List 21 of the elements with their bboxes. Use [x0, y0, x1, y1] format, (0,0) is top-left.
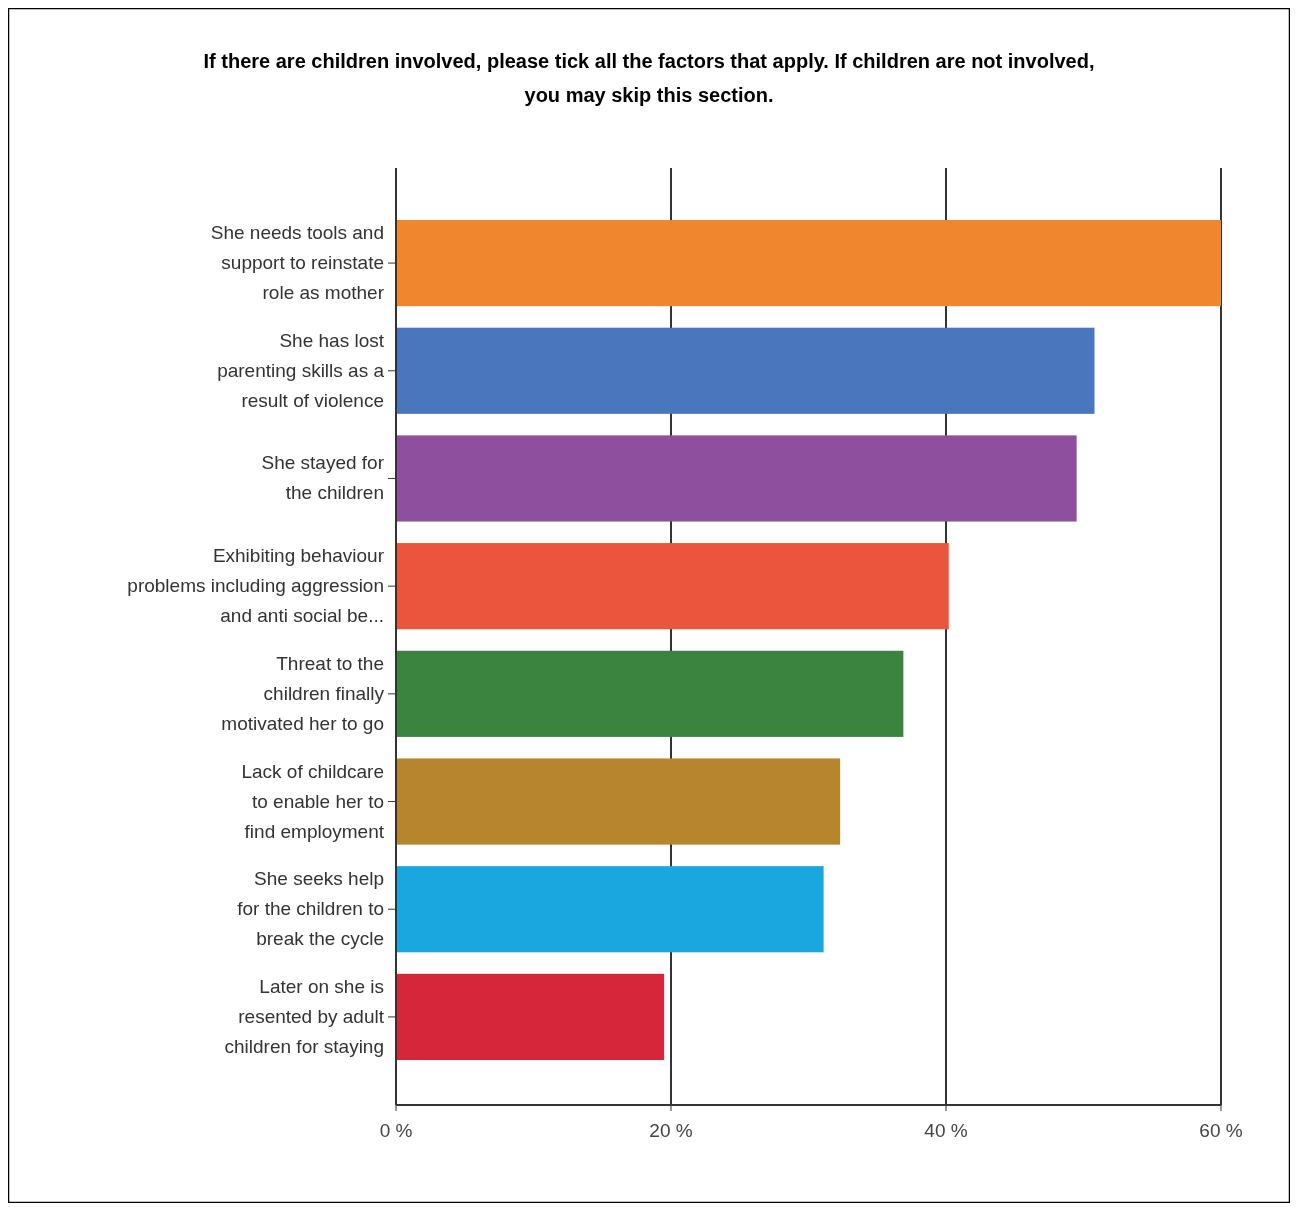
y-tick-label: Exhibiting behaviour problems including aggression and anti social be... — [127, 545, 385, 627]
bar — [396, 327, 1095, 414]
x-tick-label: 20 % — [649, 1120, 693, 1141]
bar — [396, 650, 904, 737]
y-tick-label: She has lost parenting skills as a result of violence — [217, 329, 385, 411]
y-tick-label: She seeks help for the children to break the cycle — [237, 868, 384, 950]
bar — [396, 220, 1221, 307]
bar — [396, 758, 841, 845]
y-tick-label: Lack of childcare to enable her to find employment — [241, 760, 385, 842]
bar — [396, 435, 1077, 522]
y-tick-label: She stayed for the children — [261, 452, 385, 504]
x-tick-label: 40 % — [924, 1120, 968, 1141]
chart-title: If there are children involved, please tick all the factors that apply. If children are not involved, you may skip this section. — [203, 50, 1095, 106]
bar — [396, 543, 949, 630]
bar — [396, 973, 665, 1060]
x-tick-label: 0 % — [379, 1120, 413, 1141]
y-tick-label: She needs tools and support to reinstate role as mother — [210, 222, 385, 304]
y-tick-label: Later on she is resented by adult children for staying — [224, 975, 385, 1057]
x-tick-label: 60 % — [1199, 1120, 1243, 1141]
bar — [396, 866, 824, 953]
y-tick-label: Threat to the children finally motivated her to go — [221, 652, 385, 734]
